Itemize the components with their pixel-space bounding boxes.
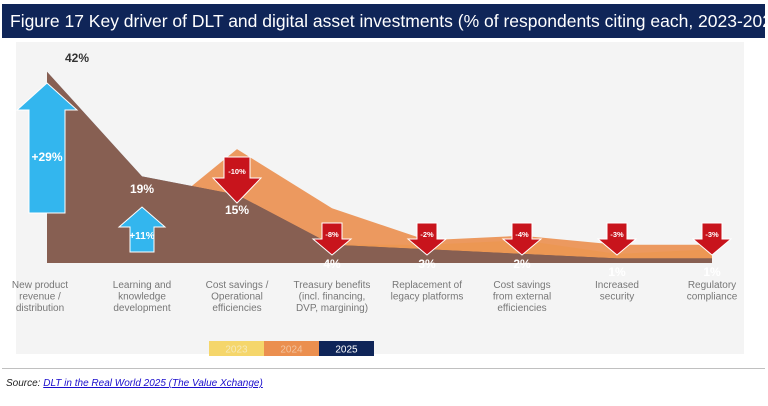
value-label: 4% <box>323 257 341 271</box>
legend-swatch-2024 <box>264 341 319 356</box>
category-label: New product revenue / distribution <box>12 280 68 314</box>
value-label: 15% <box>225 203 249 217</box>
source-note: Source: DLT in the Real World 2025 (The … <box>2 368 765 404</box>
source-label: Source: <box>6 378 41 389</box>
change-label: +11% <box>129 231 154 242</box>
category-label: Regulatory compliance <box>687 280 738 303</box>
category-label: Increased security <box>595 280 639 303</box>
chart-panel: +29% +11% -10% -8% -2% -4% -3% -3% 42% 19% 15% 4% 3… <box>2 40 765 366</box>
down-arrow-8 <box>691 222 733 256</box>
category-label: Learning and knowledge development <box>113 280 171 314</box>
figure-title: Figure 17 Key driver of DLT and digital … <box>2 4 765 38</box>
change-label: -8% <box>325 230 339 239</box>
down-arrow-4 <box>311 222 353 256</box>
legend-swatch-2025 <box>319 341 374 356</box>
source-link[interactable]: DLT in the Real World 2025 (The Value Xc… <box>43 378 263 389</box>
legend: 2023 2024 2025 <box>209 341 374 356</box>
up-arrow-1 <box>15 82 79 214</box>
value-label: 3% <box>418 257 436 271</box>
category-label: Cost savings / Operational efficiencies <box>206 280 269 314</box>
change-label: +29% <box>31 150 62 164</box>
category-label: Replacement of legacy platforms <box>391 280 464 303</box>
category-label: Treasury benefits (incl. financing, DVP, m… <box>294 280 371 314</box>
down-arrow-3 <box>211 156 263 204</box>
legend-label: 2023 <box>225 345 248 356</box>
change-label: -3% <box>610 230 624 239</box>
legend-label: 2024 <box>280 345 303 356</box>
area-overlay-2025 <box>47 71 712 263</box>
category-label: Cost savings from external efficiencies <box>493 280 551 314</box>
legend-label: 2025 <box>335 345 358 356</box>
legend-swatch-2023 <box>209 341 264 356</box>
down-arrow-6 <box>501 222 543 256</box>
value-label: 1% <box>608 265 626 279</box>
up-arrow-2 <box>117 206 167 253</box>
chart: +29% +11% -10% -8% -2% -4% -3% -3% 42% 19% 15% 4% 3… <box>12 42 744 356</box>
down-arrow-5 <box>406 222 448 256</box>
value-label: 2% <box>513 257 531 271</box>
value-label: 42% <box>65 51 89 65</box>
change-label: -2% <box>420 230 434 239</box>
value-label: 1% <box>703 265 721 279</box>
down-arrow-7 <box>596 222 638 256</box>
change-label: -3% <box>705 230 719 239</box>
change-label: -10% <box>228 167 246 176</box>
change-label: -4% <box>515 230 529 239</box>
value-label: 19% <box>130 182 154 196</box>
